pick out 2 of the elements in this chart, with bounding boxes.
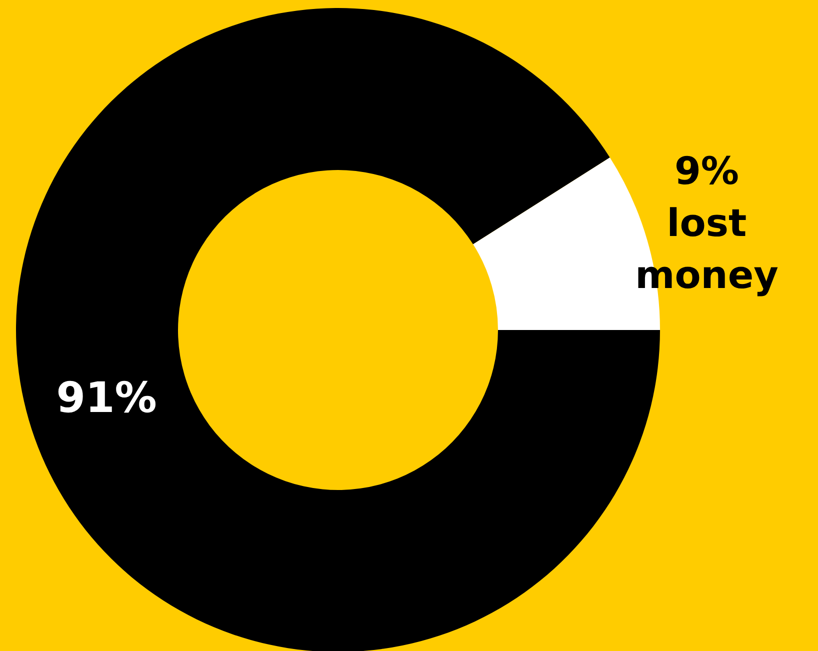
data-label: 91% — [56, 372, 157, 422]
data-label: 9% — [674, 149, 740, 194]
